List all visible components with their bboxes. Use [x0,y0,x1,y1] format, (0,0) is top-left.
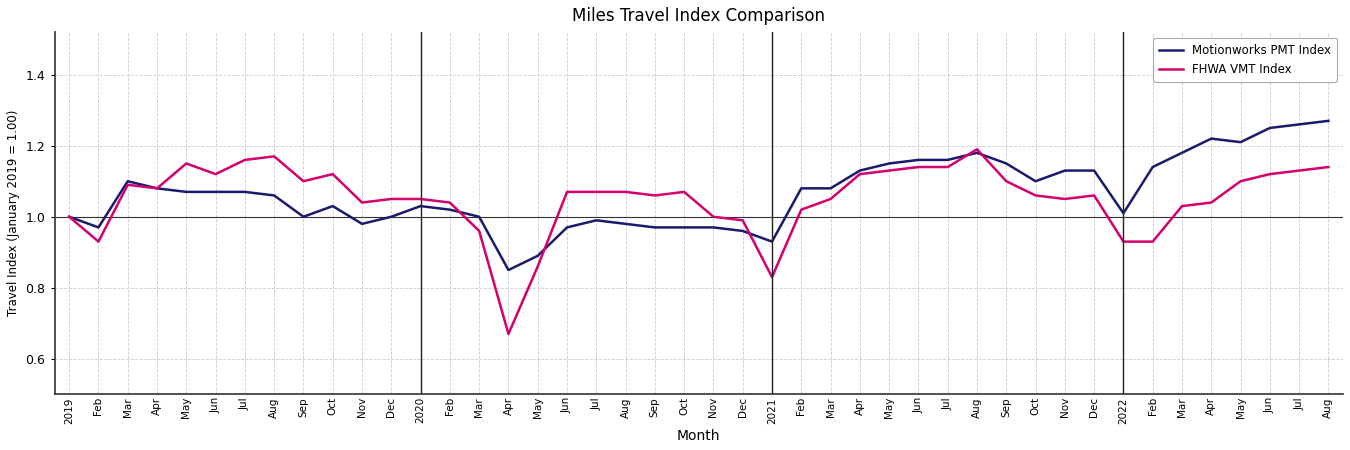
FHWA VMT Index [120,182,136,188]
FHWA VMT Index [940,164,956,170]
FHWA VMT Index [383,196,400,202]
Motionworks PMT Index [208,189,224,194]
Motionworks PMT Index [90,225,107,230]
Motionworks PMT Index [471,214,487,220]
Motionworks PMT Index [998,161,1014,166]
FHWA VMT Index [852,171,868,177]
Motionworks PMT Index [1027,179,1044,184]
Motionworks PMT Index [1320,118,1336,124]
Motionworks PMT Index [1233,140,1249,145]
FHWA VMT Index [822,196,838,202]
FHWA VMT Index [1057,196,1073,202]
FHWA VMT Index [148,186,165,191]
Motionworks PMT Index [178,189,194,194]
Motionworks PMT Index [413,203,429,209]
Motionworks PMT Index [1115,211,1131,216]
Motionworks PMT Index [764,239,780,244]
FHWA VMT Index [61,214,77,220]
Line: FHWA VMT Index: FHWA VMT Index [69,149,1328,334]
Motionworks PMT Index [559,225,575,230]
Motionworks PMT Index [940,157,956,162]
FHWA VMT Index [1291,168,1307,173]
Motionworks PMT Index [882,161,898,166]
Motionworks PMT Index [822,186,838,191]
FHWA VMT Index [1145,239,1161,244]
Motionworks PMT Index [794,186,810,191]
Motionworks PMT Index [324,203,340,209]
Motionworks PMT Index [1085,168,1102,173]
Motionworks PMT Index [1262,125,1278,130]
Motionworks PMT Index [734,228,751,234]
Motionworks PMT Index [236,189,252,194]
FHWA VMT Index [324,171,340,177]
FHWA VMT Index [794,207,810,212]
FHWA VMT Index [90,239,107,244]
FHWA VMT Index [734,218,751,223]
Motionworks PMT Index [1057,168,1073,173]
FHWA VMT Index [441,200,458,205]
FHWA VMT Index [589,189,605,194]
FHWA VMT Index [208,171,224,177]
Motionworks PMT Index [676,225,693,230]
FHWA VMT Index [705,214,721,220]
FHWA VMT Index [1262,171,1278,177]
FHWA VMT Index [266,153,282,159]
FHWA VMT Index [178,161,194,166]
Motionworks PMT Index [529,253,545,258]
FHWA VMT Index [882,168,898,173]
Motionworks PMT Index [1174,150,1191,156]
Motionworks PMT Index [148,186,165,191]
Line: Motionworks PMT Index: Motionworks PMT Index [69,121,1328,270]
FHWA VMT Index [501,331,517,337]
Legend: Motionworks PMT Index, FHWA VMT Index: Motionworks PMT Index, FHWA VMT Index [1153,38,1336,81]
Title: Miles Travel Index Comparison: Miles Travel Index Comparison [572,7,825,25]
FHWA VMT Index [354,200,370,205]
Motionworks PMT Index [969,150,986,156]
Motionworks PMT Index [120,179,136,184]
Motionworks PMT Index [1203,136,1219,141]
Motionworks PMT Index [910,157,926,162]
FHWA VMT Index [559,189,575,194]
FHWA VMT Index [647,193,663,198]
FHWA VMT Index [676,189,693,194]
Motionworks PMT Index [852,168,868,173]
Motionworks PMT Index [1145,164,1161,170]
Motionworks PMT Index [1291,122,1307,127]
Motionworks PMT Index [705,225,721,230]
FHWA VMT Index [969,147,986,152]
Motionworks PMT Index [501,267,517,273]
FHWA VMT Index [1233,179,1249,184]
Motionworks PMT Index [617,221,633,226]
FHWA VMT Index [413,196,429,202]
FHWA VMT Index [1203,200,1219,205]
Motionworks PMT Index [266,193,282,198]
FHWA VMT Index [471,228,487,234]
Motionworks PMT Index [647,225,663,230]
Motionworks PMT Index [354,221,370,226]
FHWA VMT Index [1027,193,1044,198]
FHWA VMT Index [236,157,252,162]
FHWA VMT Index [910,164,926,170]
X-axis label: Month: Month [678,429,721,443]
Motionworks PMT Index [61,214,77,220]
FHWA VMT Index [296,179,312,184]
FHWA VMT Index [1320,164,1336,170]
FHWA VMT Index [998,179,1014,184]
FHWA VMT Index [1115,239,1131,244]
Motionworks PMT Index [296,214,312,220]
FHWA VMT Index [764,274,780,280]
FHWA VMT Index [529,264,545,269]
FHWA VMT Index [1174,203,1191,209]
FHWA VMT Index [1085,193,1102,198]
Motionworks PMT Index [383,214,400,220]
FHWA VMT Index [617,189,633,194]
Y-axis label: Travel Index (January 2019 = 1.00): Travel Index (January 2019 = 1.00) [7,110,20,316]
Motionworks PMT Index [441,207,458,212]
Motionworks PMT Index [589,218,605,223]
